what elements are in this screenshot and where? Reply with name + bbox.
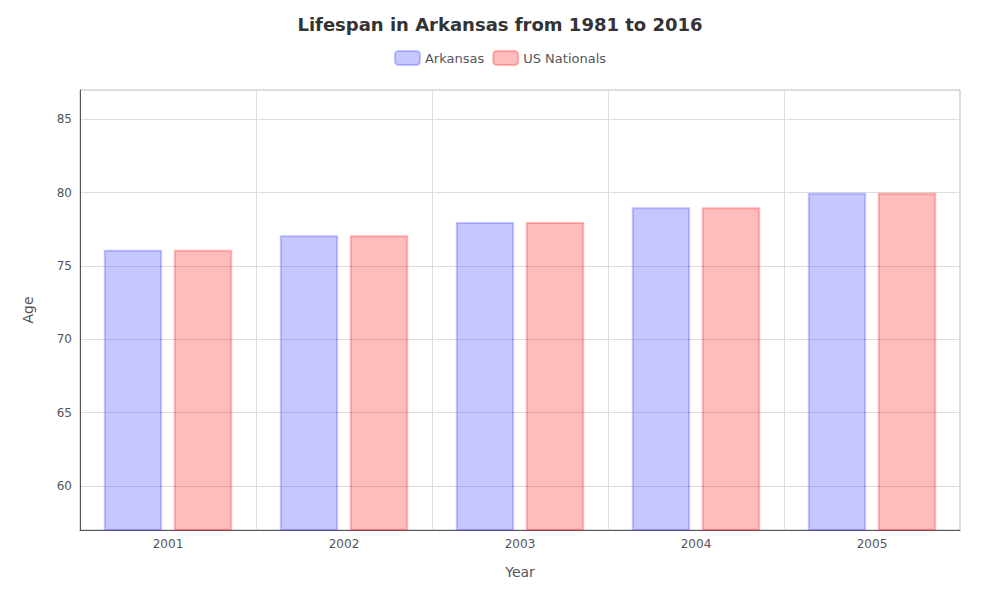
- svg-text:75: 75: [57, 259, 72, 273]
- svg-text:70: 70: [57, 332, 72, 346]
- svg-text:2001: 2001: [153, 537, 184, 551]
- svg-text:2004: 2004: [681, 537, 712, 551]
- svg-text:Arkansas: Arkansas: [425, 51, 484, 66]
- svg-text:Age: Age: [20, 296, 36, 323]
- svg-text:Lifespan in Arkansas from 1981: Lifespan in Arkansas from 1981 to 2016: [297, 14, 702, 35]
- svg-text:85: 85: [57, 112, 72, 126]
- svg-text:US Nationals: US Nationals: [523, 51, 606, 66]
- svg-text:60: 60: [57, 479, 72, 493]
- svg-text:2002: 2002: [329, 537, 360, 551]
- svg-text:2003: 2003: [505, 537, 536, 551]
- svg-text:65: 65: [57, 406, 72, 420]
- svg-text:Year: Year: [504, 564, 535, 580]
- svg-text:2005: 2005: [857, 537, 888, 551]
- svg-text:80: 80: [57, 186, 72, 200]
